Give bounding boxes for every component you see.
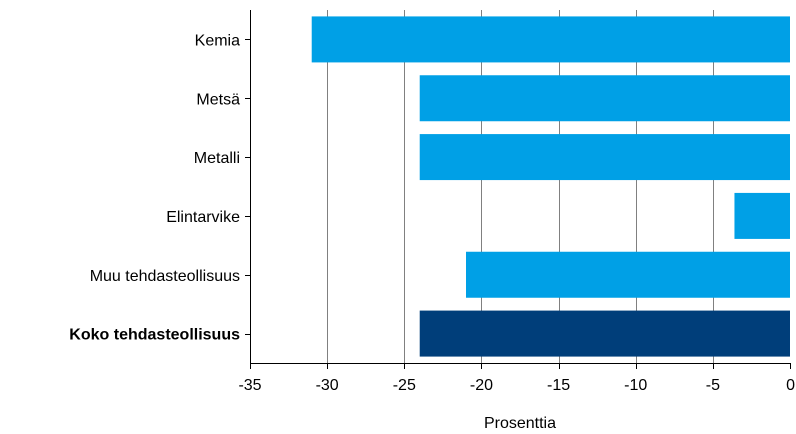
category-label: Muu tehdasteollisuus xyxy=(90,268,240,285)
category-label: Metalli xyxy=(194,150,240,167)
bar xyxy=(466,251,790,298)
x-tick-label: -15 xyxy=(547,377,570,394)
bar xyxy=(311,16,790,63)
bar xyxy=(419,134,790,181)
bar xyxy=(419,310,790,357)
bars xyxy=(311,16,790,357)
bar xyxy=(419,75,790,122)
x-tick-label: 0 xyxy=(786,377,795,394)
bar xyxy=(734,192,790,239)
x-tick-label: -20 xyxy=(470,377,493,394)
x-tick-label: -10 xyxy=(624,377,647,394)
x-tick-label: -35 xyxy=(238,377,261,394)
x-tick-labels: -35 -30 -25 -20 -15 -10 -5 0 xyxy=(238,377,795,394)
category-label: Koko tehdasteollisuus xyxy=(69,327,240,344)
category-label: Metsä xyxy=(196,91,240,108)
x-tick-label: -5 xyxy=(706,377,720,394)
grid-lines xyxy=(327,10,714,363)
category-label: Elintarvike xyxy=(166,209,240,226)
category-labels: Kemia Metsä Metalli Elintarvike Muu tehdaste… xyxy=(69,32,240,343)
x-tick-label: -30 xyxy=(316,377,339,394)
axes xyxy=(245,10,791,369)
x-tick-label: -25 xyxy=(393,377,416,394)
category-label: Kemia xyxy=(195,32,240,49)
x-axis-title: Prosenttia xyxy=(484,415,556,432)
